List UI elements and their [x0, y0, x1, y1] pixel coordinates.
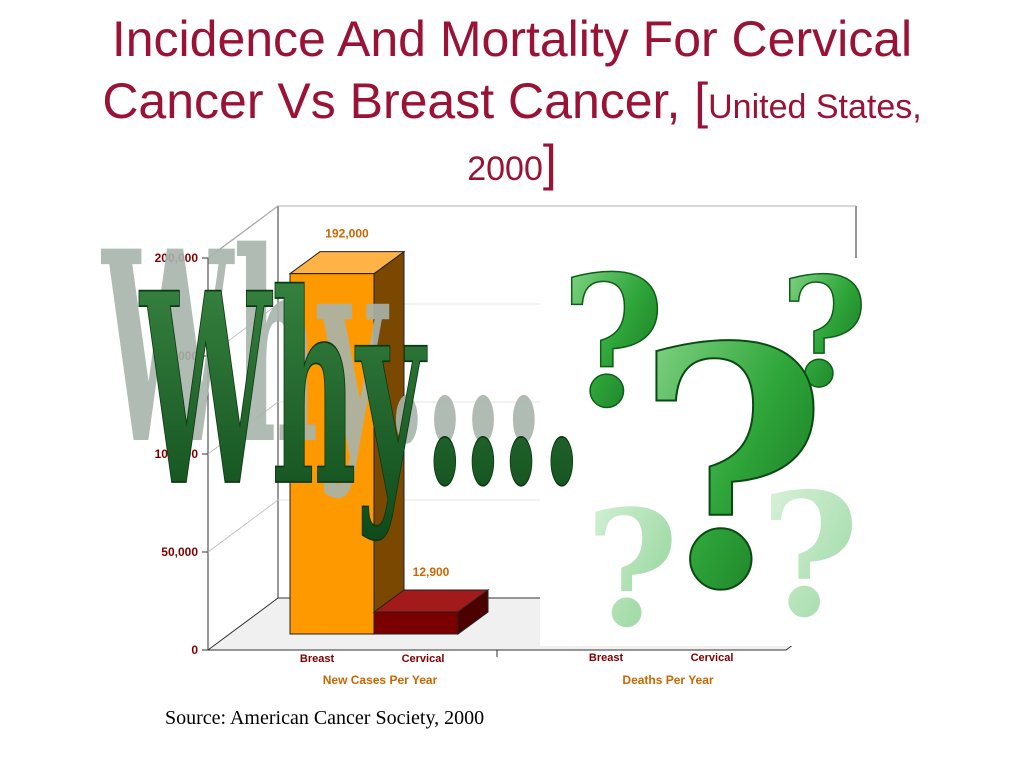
- title-line-2: Cancer Vs Breast Cancer, [: [102, 73, 709, 129]
- gridline-side: [207, 499, 279, 553]
- y-tick-label: 50,000: [161, 545, 198, 559]
- bars: [288, 250, 490, 635]
- title-line-3-small: 2000: [467, 150, 543, 188]
- category-label: Breast: [300, 653, 335, 665]
- gridline-side: [207, 401, 279, 455]
- group-labels: New Cases Per Year Deaths Per Year: [323, 673, 714, 687]
- source-note: Source: American Cancer Society, 2000: [165, 707, 485, 729]
- title-line-3-bracket: ]: [542, 135, 557, 191]
- title-line-2-small: United States,: [708, 88, 922, 126]
- bar-value-label: 192,000: [325, 227, 369, 241]
- category-labels: Breast Cervical: [300, 653, 445, 665]
- bar-value-labels: 192,000 12,900: [325, 227, 449, 579]
- group-label: Deaths Per Year: [622, 673, 714, 687]
- category-label: Cervical: [402, 653, 445, 665]
- y-tick-label: 0: [191, 643, 198, 657]
- question-mark-top-left: ?: [560, 237, 665, 448]
- why-text: Why….: [139, 235, 582, 544]
- question-mark-center: ?: [635, 275, 828, 663]
- title-line-1: Incidence And Mortality For Cervical: [111, 11, 913, 67]
- overlay-background: [540, 258, 868, 646]
- group-label: New Cases Per Year: [323, 673, 438, 687]
- y-tick-label: 150,000: [155, 349, 199, 363]
- bar-value-label: 12,900: [413, 565, 450, 579]
- hidden-breast-label: Breast: [589, 652, 624, 664]
- bar-cervical-new-cases: [373, 611, 459, 635]
- question-mark-bottom-right: ?: [760, 456, 860, 656]
- slide-title: Incidence And Mortality For Cervical Can…: [0, 8, 1024, 194]
- hidden-cervical-label: Cervical: [691, 652, 734, 664]
- question-mark-bottom-left: ?: [585, 475, 679, 663]
- gridline-side: [207, 303, 279, 357]
- question-mark-top-right: ?: [780, 245, 868, 421]
- bar-breast-new-cases: [289, 273, 375, 635]
- y-tick-label: 100,000: [155, 447, 199, 461]
- y-tick-label: 200,000: [155, 251, 199, 265]
- why-text-shadow: Why….: [101, 193, 544, 502]
- gridline-side: [207, 205, 279, 259]
